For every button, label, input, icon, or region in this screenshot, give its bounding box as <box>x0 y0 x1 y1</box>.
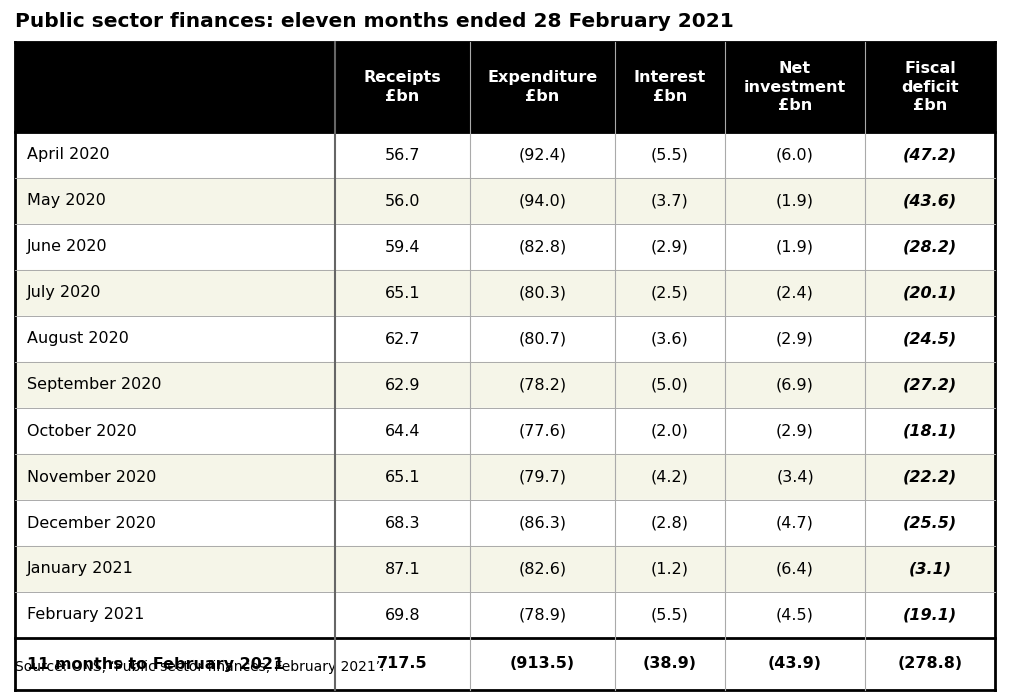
Text: (25.5): (25.5) <box>903 516 957 530</box>
Text: (2.9): (2.9) <box>651 239 689 255</box>
Text: 68.3: 68.3 <box>385 516 420 530</box>
Text: (2.0): (2.0) <box>651 424 689 438</box>
Text: 65.1: 65.1 <box>385 285 420 301</box>
Text: Fiscal
deficit
£bn: Fiscal deficit £bn <box>901 61 958 113</box>
Text: (82.6): (82.6) <box>518 561 566 577</box>
Text: (5.5): (5.5) <box>651 607 689 623</box>
Bar <box>15 270 995 316</box>
Text: (28.2): (28.2) <box>903 239 957 255</box>
Text: (18.1): (18.1) <box>903 424 957 438</box>
Text: (2.8): (2.8) <box>651 516 689 530</box>
Text: (278.8): (278.8) <box>897 657 963 671</box>
Text: (2.9): (2.9) <box>776 424 814 438</box>
Text: (3.7): (3.7) <box>651 193 689 209</box>
Text: 69.8: 69.8 <box>385 607 420 623</box>
Text: (1.2): (1.2) <box>651 561 689 577</box>
Text: (94.0): (94.0) <box>518 193 566 209</box>
Text: (79.7): (79.7) <box>518 470 566 484</box>
Bar <box>15 638 995 690</box>
Text: (913.5): (913.5) <box>510 657 575 671</box>
Text: Expenditure
£bn: Expenditure £bn <box>487 70 598 104</box>
Text: (78.9): (78.9) <box>518 607 566 623</box>
Text: (1.9): (1.9) <box>776 193 814 209</box>
Text: (5.5): (5.5) <box>651 147 689 163</box>
Text: February 2021: February 2021 <box>27 607 144 623</box>
Text: January 2021: January 2021 <box>27 561 134 577</box>
Text: (3.6): (3.6) <box>651 332 689 346</box>
Bar <box>15 224 995 270</box>
Text: (19.1): (19.1) <box>903 607 957 623</box>
Text: Public sector finances: eleven months ended 28 February 2021: Public sector finances: eleven months en… <box>15 12 734 31</box>
Text: 87.1: 87.1 <box>385 561 421 577</box>
Bar <box>15 500 995 546</box>
Text: (20.1): (20.1) <box>903 285 957 301</box>
Text: (43.9): (43.9) <box>768 657 822 671</box>
Text: (43.6): (43.6) <box>903 193 957 209</box>
Text: 64.4: 64.4 <box>385 424 420 438</box>
Text: 717.5: 717.5 <box>377 657 428 671</box>
Text: (3.4): (3.4) <box>776 470 814 484</box>
Text: (6.9): (6.9) <box>776 378 814 392</box>
Bar <box>15 454 995 500</box>
Text: (2.4): (2.4) <box>776 285 814 301</box>
Text: (4.2): (4.2) <box>651 470 689 484</box>
Text: (5.0): (5.0) <box>651 378 689 392</box>
Text: Net
investment
£bn: Net investment £bn <box>743 61 846 113</box>
Text: 62.9: 62.9 <box>385 378 420 392</box>
Text: 11 months to February 2021: 11 months to February 2021 <box>27 657 284 671</box>
Text: October 2020: October 2020 <box>27 424 137 438</box>
Text: 65.1: 65.1 <box>385 470 420 484</box>
Text: (3.1): (3.1) <box>908 561 951 577</box>
Bar <box>15 592 995 638</box>
Text: 56.7: 56.7 <box>385 147 420 163</box>
Bar <box>15 132 995 178</box>
Text: June 2020: June 2020 <box>27 239 108 255</box>
Text: (80.3): (80.3) <box>518 285 566 301</box>
Text: (1.9): (1.9) <box>776 239 814 255</box>
Text: (27.2): (27.2) <box>903 378 957 392</box>
Bar <box>15 408 995 454</box>
Text: Interest
£bn: Interest £bn <box>634 70 707 104</box>
Text: 62.7: 62.7 <box>385 332 420 346</box>
Text: (2.5): (2.5) <box>651 285 689 301</box>
Text: May 2020: May 2020 <box>27 193 105 209</box>
Bar <box>15 42 995 132</box>
Text: (24.5): (24.5) <box>903 332 957 346</box>
Text: (77.6): (77.6) <box>518 424 566 438</box>
Text: November 2020: November 2020 <box>27 470 157 484</box>
Bar <box>15 316 995 362</box>
Text: Source: ONS, ‘Public sector finances, February 2021’.: Source: ONS, ‘Public sector finances, Fe… <box>15 660 384 674</box>
Bar <box>15 178 995 224</box>
Text: April 2020: April 2020 <box>27 147 110 163</box>
Text: (4.5): (4.5) <box>776 607 814 623</box>
Text: August 2020: August 2020 <box>27 332 129 346</box>
Text: (6.4): (6.4) <box>776 561 814 577</box>
Text: 59.4: 59.4 <box>385 239 420 255</box>
Text: (38.9): (38.9) <box>643 657 697 671</box>
Bar <box>15 362 995 408</box>
Text: July 2020: July 2020 <box>27 285 101 301</box>
Text: (22.2): (22.2) <box>903 470 957 484</box>
Text: (47.2): (47.2) <box>903 147 957 163</box>
Text: December 2020: December 2020 <box>27 516 156 530</box>
Text: (4.7): (4.7) <box>776 516 814 530</box>
Text: (78.2): (78.2) <box>518 378 566 392</box>
Text: September 2020: September 2020 <box>27 378 162 392</box>
Text: Receipts
£bn: Receipts £bn <box>364 70 441 104</box>
Bar <box>15 546 995 592</box>
Text: (6.0): (6.0) <box>776 147 814 163</box>
Text: (82.8): (82.8) <box>518 239 566 255</box>
Text: (86.3): (86.3) <box>518 516 566 530</box>
Text: (2.9): (2.9) <box>776 332 814 346</box>
Text: (92.4): (92.4) <box>518 147 566 163</box>
Text: 56.0: 56.0 <box>385 193 420 209</box>
Text: (80.7): (80.7) <box>518 332 566 346</box>
